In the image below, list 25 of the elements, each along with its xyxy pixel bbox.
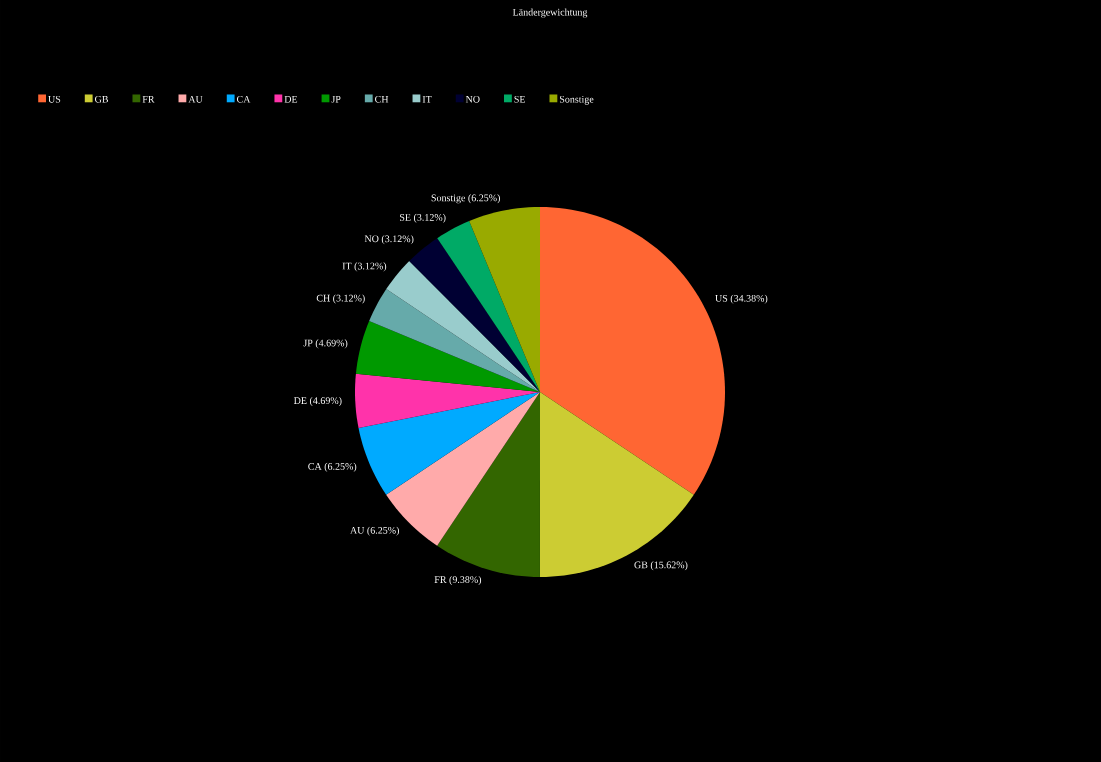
- legend-label: FR: [142, 95, 155, 103]
- legend-label: NO: [465, 95, 480, 103]
- legend-label: AU: [188, 95, 203, 103]
- legend-label: US: [48, 95, 61, 103]
- legend-label: DE: [284, 95, 298, 103]
- data-label: AU (6.25%): [350, 526, 399, 536]
- legend-label: SE: [514, 95, 525, 103]
- data-label: CA (6.25%): [308, 462, 357, 472]
- data-label: FR (9.38%): [434, 575, 482, 586]
- data-label: SE (3.12%): [400, 213, 446, 223]
- data-label: CH (3.12%): [316, 294, 365, 304]
- data-label: IT (3.12%): [342, 262, 387, 272]
- legend-label: Sonstige: [559, 95, 594, 105]
- chart-title: Ländergewichtung: [512, 8, 588, 18]
- legend-label: JP: [331, 95, 341, 103]
- legend-label: CA: [236, 95, 251, 103]
- legend-label: GB: [95, 95, 108, 103]
- data-label: US (34.38%): [715, 294, 768, 304]
- data-label: GB (15.62%): [634, 561, 688, 571]
- data-label: Sonstige (6.25%): [431, 194, 500, 204]
- legend-label: CH: [375, 95, 389, 103]
- data-label: JP (4.69%): [303, 339, 348, 349]
- legend-label: IT: [422, 95, 432, 103]
- data-label: DE (4.69%): [293, 396, 342, 407]
- data-label: NO (3.12%): [364, 235, 414, 245]
